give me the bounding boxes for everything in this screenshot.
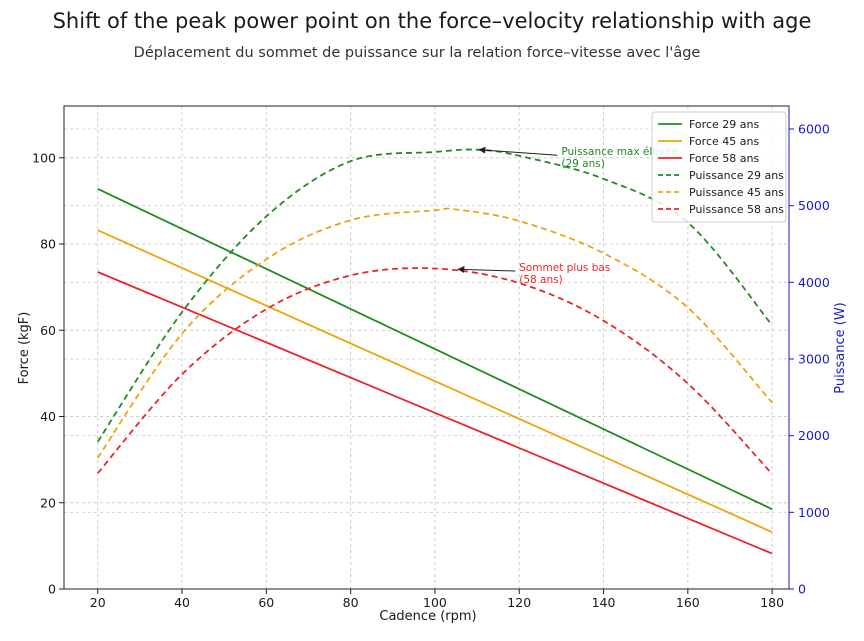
chart-title: Shift of the peak power point on the for… [53,9,812,33]
annotations: Puissance max élevée(29 ans) Sommet plus … [457,146,678,286]
legend-label: Force 29 ans [689,118,759,131]
y-axis-right: 0 1000 2000 3000 4000 5000 6000 [788,106,830,597]
y2-tick-label: 4000 [798,275,830,290]
annotation-text: (29 ans) [561,158,604,170]
y-tick-label: 20 [40,495,56,510]
y-tick-label: 40 [40,409,56,424]
y-tick-label: 100 [32,150,56,165]
x-tick-label: 160 [676,595,700,610]
series-line-puissance-58-ans [97,267,773,475]
chart-subtitle: Déplacement du sommet de puissance sur l… [134,45,701,61]
legend-label: Force 45 ans [689,135,759,148]
y2-tick-label: 2000 [798,428,830,443]
series-line-force-29-ans [97,187,773,511]
x-tick-label: 80 [343,595,359,610]
series-line-force-58-ans [97,271,773,555]
legend-box [651,111,787,223]
y2-tick-label: 0 [798,582,806,597]
legend-label: Puissance 29 ans [689,169,784,182]
y-tick-label: 60 [40,323,56,338]
annotation-text: Puissance max élevée [561,146,678,158]
x-tick-label: 140 [592,595,616,610]
y-tick-label: 0 [48,582,56,597]
legend-label: Force 58 ans [689,152,759,165]
x-axis: 20 40 60 80 100 120 140 160 180 [90,589,784,610]
y2-tick-label: 1000 [798,505,830,520]
legend-label: Puissance 58 ans [689,203,784,216]
legend-label: Puissance 45 ans [689,186,784,199]
series-line-puissance-45-ans [96,207,773,459]
y2-axis-label: Puissance (W) [833,302,848,394]
annotation-text: Sommet plus bas [519,262,610,274]
y2-tick-label: 6000 [798,122,830,137]
y2-tick-label: 3000 [798,352,830,367]
y2-tick-label: 5000 [798,198,830,213]
x-tick-label: 120 [507,595,531,610]
legend: Force 29 ans Force 45 ans Force 58 ans Puis… [651,111,787,223]
y-axis-label: Force (kgF) [17,312,32,385]
x-tick-label: 180 [760,595,784,610]
x-tick-label: 40 [174,595,190,610]
x-tick-label: 100 [423,595,447,610]
y-axis-left: 0 20 40 60 80 100 [32,150,64,597]
x-tick-label: 20 [90,595,106,610]
series-line-puissance-29-ans [96,148,773,443]
x-tick-label: 60 [258,595,274,610]
y-tick-label: 80 [40,237,56,252]
annotation-arrow [457,265,516,273]
series-line-force-45-ans [97,229,773,533]
annotation-text: (58 ans) [519,274,562,286]
annotation-arrow [478,146,558,156]
series-layer [96,148,773,555]
x-axis-label: Cadence (rpm) [379,609,476,624]
